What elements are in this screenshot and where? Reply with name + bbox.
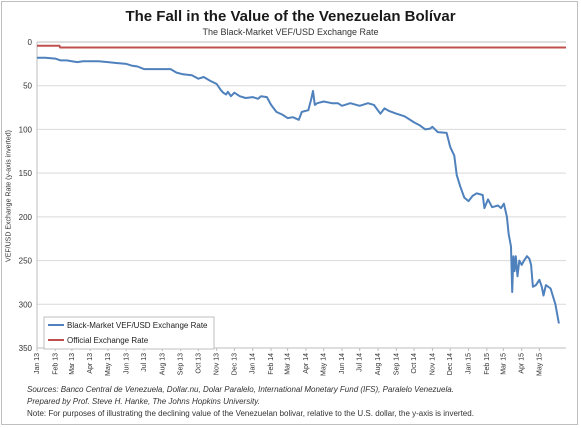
- x-axis-ticks: Jan 13 Feb 13 Mar 13 Apr 13 May 13 Jun 13 Jul …: [34, 348, 543, 376]
- x-tick-label: Feb 14: [268, 353, 275, 375]
- chart-title: The Fall in the Value of the Venezuelan …: [125, 8, 456, 25]
- gridlines: [36, 41, 566, 349]
- x-tick-label: Jan 15: [465, 353, 472, 374]
- x-tick-label: Oct 13: [195, 353, 202, 374]
- x-tick-label: Mar 13: [69, 353, 76, 375]
- plot-series: [37, 44, 566, 324]
- chart-notes: Sources: Banco Central de Venezuela, Dol…: [27, 384, 572, 420]
- x-tick-label: Nov 14: [429, 353, 436, 375]
- x-tick-label: Mar 14: [285, 353, 292, 375]
- y-tick-label: 250: [19, 257, 33, 266]
- y-tick-label: 350: [19, 344, 33, 353]
- x-tick-label: Jun 14: [339, 353, 346, 374]
- y-tick-label: 200: [19, 213, 33, 222]
- y-axis-ticks: 0 50 100 150 200 250 300 350: [19, 38, 33, 353]
- inverted-axis-note: Note: For purposes of illustrating the d…: [27, 409, 474, 418]
- x-tick-label: Feb 13: [52, 353, 59, 375]
- y-tick-label: 150: [19, 169, 33, 178]
- legend: Black-Market VEF/USD Exchange Rate Offici…: [43, 316, 215, 350]
- x-tick-label: Apr 13: [87, 353, 94, 374]
- x-tick-label: May 15: [536, 353, 543, 376]
- x-tick-label: Mar 15: [500, 353, 507, 375]
- x-tick-label: Sep 14: [393, 353, 400, 375]
- sources-note: Sources: Banco Central de Venezuela, Dol…: [27, 385, 454, 394]
- x-tick-label: Apr 15: [519, 353, 526, 374]
- x-tick-label: Jan 14: [250, 353, 257, 374]
- y-tick-label: 100: [19, 125, 33, 134]
- y-tick-label: 50: [23, 82, 32, 91]
- legend-label: Black-Market VEF/USD Exchange Rate: [67, 321, 208, 330]
- x-tick-label: Jul 13: [141, 353, 148, 372]
- x-tick-label: Aug 13: [159, 353, 166, 375]
- x-tick-label: Jul 14: [357, 353, 364, 372]
- legend-label: Official Exchange Rate: [67, 336, 149, 345]
- x-tick-label: Dec 13: [231, 353, 238, 375]
- x-tick-label: Aug 14: [375, 353, 382, 375]
- x-tick-label: Feb 15: [484, 353, 491, 375]
- x-tick-label: Sep 13: [178, 353, 185, 375]
- y-tick-label: 0: [28, 38, 33, 47]
- x-tick-label: Apr 14: [303, 353, 310, 374]
- official-rate-line: [37, 44, 566, 49]
- x-tick-label: May 14: [321, 353, 328, 376]
- x-tick-label: Jun 13: [123, 353, 130, 374]
- x-tick-label: Nov 13: [214, 353, 221, 375]
- chart-subtitle: The Black-Market VEF/USD Exchange Rate: [202, 27, 379, 37]
- x-tick-label: Oct 14: [411, 353, 418, 374]
- x-tick-label: Jan 13: [34, 353, 41, 374]
- legend-box: [43, 316, 215, 350]
- black-market-rate-line: [37, 56, 560, 324]
- x-tick-label: May 13: [105, 353, 112, 376]
- x-tick-label: Dec 14: [447, 353, 454, 375]
- y-tick-label: 300: [19, 300, 33, 309]
- prepared-note: Prepared by Prof. Steve H. Hanke, The Jo…: [27, 397, 260, 406]
